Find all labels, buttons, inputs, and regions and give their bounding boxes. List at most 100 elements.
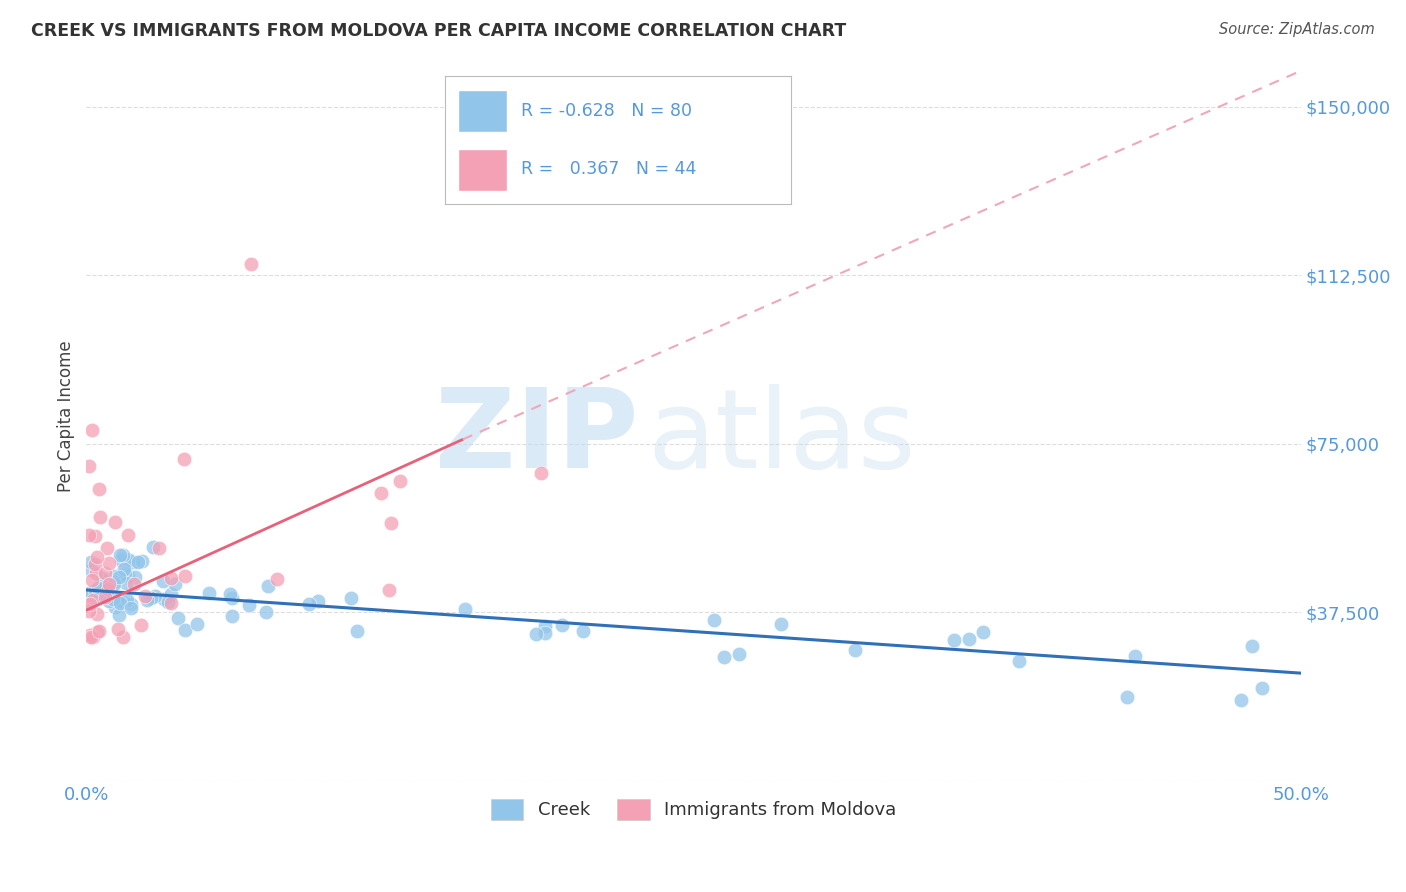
Point: [972, 624, 994, 639]
Y-axis label: Per Capita Income: Per Capita Income: [58, 340, 75, 491]
Point: [159, 596, 181, 610]
Text: atlas: atlas: [647, 384, 915, 491]
Point: [101, 591, 124, 606]
Point: [769, 617, 792, 632]
Point: [91, 571, 114, 585]
Point: [1123, 648, 1146, 663]
Point: [524, 627, 547, 641]
Point: [114, 575, 136, 590]
Point: [143, 589, 166, 603]
Point: [551, 618, 574, 632]
Point: [844, 642, 866, 657]
Point: [98, 594, 121, 608]
Point: [84, 566, 107, 580]
Point: [111, 549, 134, 563]
Text: Source: ZipAtlas.com: Source: ZipAtlas.com: [1219, 22, 1375, 37]
Point: [89, 510, 111, 524]
Point: [94, 575, 117, 590]
Point: [148, 541, 170, 555]
Point: [152, 574, 174, 589]
Point: [142, 540, 165, 554]
Point: [104, 515, 127, 529]
Point: [346, 624, 368, 638]
Point: [380, 516, 402, 531]
Point: [84, 582, 107, 597]
Point: [238, 598, 260, 612]
Point: [87, 581, 110, 595]
Point: [340, 591, 363, 605]
Point: [266, 572, 288, 586]
Point: [165, 577, 187, 591]
Point: [120, 598, 142, 612]
Point: [1229, 693, 1251, 707]
Point: [173, 451, 195, 466]
Point: [727, 647, 749, 661]
Point: [943, 632, 966, 647]
Point: [82, 592, 104, 607]
Point: [240, 257, 263, 271]
Point: [530, 466, 553, 480]
Point: [534, 618, 557, 632]
Point: [136, 592, 159, 607]
Point: [174, 624, 197, 638]
Point: [389, 474, 412, 488]
Point: [86, 607, 108, 621]
Point: [124, 570, 146, 584]
Point: [77, 528, 100, 542]
Point: [84, 557, 107, 571]
Point: [127, 555, 149, 569]
Point: [221, 591, 243, 605]
Point: [86, 625, 108, 640]
Point: [219, 586, 242, 600]
Point: [112, 630, 135, 644]
Point: [90, 585, 112, 599]
Point: [104, 569, 127, 583]
Text: CREEK VS IMMIGRANTS FROM MOLDOVA PER CAPITA INCOME CORRELATION CHART: CREEK VS IMMIGRANTS FROM MOLDOVA PER CAP…: [31, 22, 846, 40]
Point: [221, 609, 243, 624]
Point: [103, 600, 125, 615]
Point: [131, 618, 153, 632]
Point: [96, 541, 118, 555]
Point: [114, 566, 136, 580]
Point: [159, 587, 181, 601]
Point: [117, 528, 139, 542]
Point: [108, 548, 131, 562]
Point: [703, 613, 725, 627]
Point: [534, 625, 557, 640]
Point: [97, 576, 120, 591]
Point: [257, 579, 280, 593]
Point: [77, 459, 100, 474]
Point: [117, 553, 139, 567]
Point: [80, 585, 103, 599]
Point: [122, 555, 145, 569]
Point: [108, 596, 131, 610]
Point: [122, 577, 145, 591]
Point: [454, 601, 477, 615]
Point: [117, 568, 139, 582]
Text: ZIP: ZIP: [436, 384, 638, 491]
Point: [141, 591, 163, 605]
Point: [80, 573, 103, 587]
Point: [160, 571, 183, 585]
Point: [957, 632, 980, 647]
Point: [89, 482, 111, 496]
Point: [378, 583, 401, 598]
Point: [111, 595, 134, 609]
Point: [1116, 690, 1139, 704]
Point: [370, 486, 392, 500]
Point: [107, 607, 129, 622]
Point: [93, 590, 115, 604]
Point: [80, 563, 103, 577]
Point: [107, 622, 129, 636]
Point: [103, 574, 125, 589]
Point: [157, 595, 180, 609]
Point: [174, 568, 197, 582]
Legend: Creek, Immigrants from Moldova: Creek, Immigrants from Moldova: [484, 791, 904, 827]
Point: [108, 570, 131, 584]
Point: [713, 650, 735, 665]
Point: [572, 624, 595, 639]
Point: [80, 555, 103, 569]
Point: [86, 550, 108, 565]
Point: [80, 630, 103, 644]
Point: [79, 628, 101, 642]
